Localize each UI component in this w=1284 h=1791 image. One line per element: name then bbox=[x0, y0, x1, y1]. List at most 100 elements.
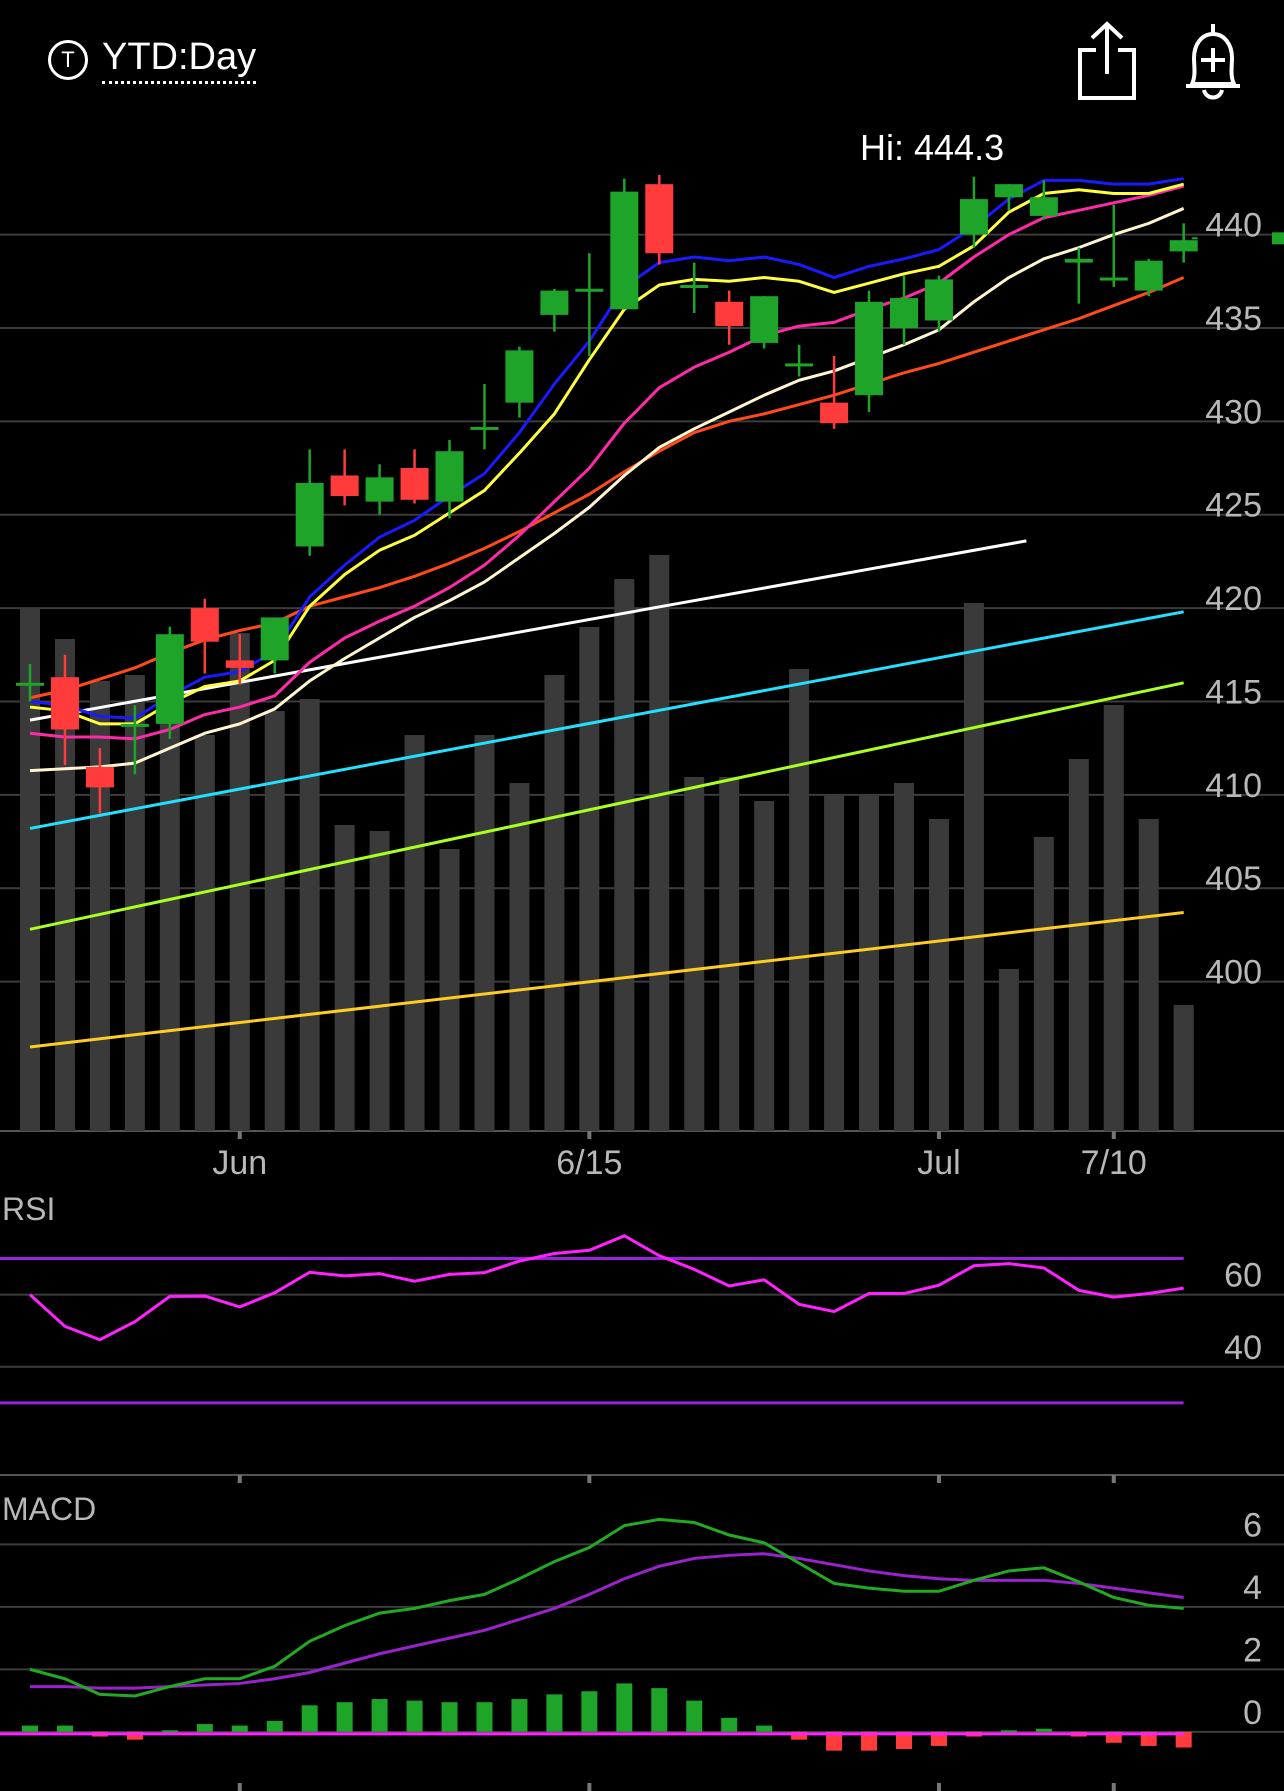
date-axis: Jun 6/15 Jul 7/10 bbox=[212, 1131, 1147, 1182]
volume-bar bbox=[474, 735, 495, 1131]
date-tick-label: 6/15 bbox=[556, 1144, 622, 1182]
candle-body bbox=[1169, 240, 1198, 252]
timeframe-icon: T bbox=[48, 40, 88, 80]
macd-histogram-bar bbox=[336, 1702, 353, 1732]
macd-signal-line bbox=[30, 1552, 1184, 1690]
macd-histogram-bar bbox=[1175, 1731, 1192, 1748]
macd-histogram-bar bbox=[651, 1688, 668, 1732]
macd-tick-label: 6 bbox=[1243, 1506, 1262, 1544]
macd-histogram-bar bbox=[511, 1699, 528, 1732]
add-alert-bell-icon[interactable] bbox=[1180, 20, 1246, 102]
candle-body bbox=[470, 426, 499, 430]
candle-body bbox=[330, 475, 359, 497]
candle-body bbox=[645, 184, 674, 254]
volume-bar bbox=[1138, 819, 1159, 1131]
volume-bar bbox=[894, 783, 914, 1131]
volume-bar bbox=[579, 627, 600, 1131]
volume-bar bbox=[124, 675, 145, 1131]
share-icon[interactable] bbox=[1074, 20, 1140, 102]
candle-body bbox=[890, 298, 918, 328]
macd-histogram-bar bbox=[1000, 1730, 1017, 1733]
macd-histogram-bar bbox=[126, 1731, 143, 1740]
macd-histogram-bar bbox=[1035, 1728, 1052, 1732]
volume-bar bbox=[824, 795, 845, 1131]
candle-body bbox=[365, 477, 394, 502]
ma-cyan-line bbox=[29, 610, 1184, 830]
candle-body bbox=[505, 350, 534, 403]
last-price-tag bbox=[1272, 232, 1284, 245]
candle-body bbox=[295, 482, 324, 547]
macd-histogram-bar bbox=[266, 1720, 283, 1732]
candle-body bbox=[1099, 277, 1128, 281]
macd-histogram-bar bbox=[756, 1725, 773, 1732]
ma-pink-line bbox=[29, 184, 1185, 741]
volume-bar bbox=[998, 969, 1019, 1131]
candle-body bbox=[85, 766, 114, 788]
candle-body bbox=[680, 285, 709, 289]
volume-bar bbox=[159, 723, 180, 1131]
macd-histogram-bar bbox=[196, 1724, 213, 1732]
range-selector[interactable]: T YTD:Day bbox=[48, 36, 257, 84]
volume-bar bbox=[369, 831, 390, 1131]
macd-histogram-bar bbox=[616, 1683, 633, 1732]
macd-histogram-bar bbox=[861, 1731, 878, 1751]
macd-histogram-bar bbox=[441, 1702, 458, 1732]
volume-bar bbox=[544, 675, 565, 1131]
header: T YTD:Day bbox=[0, 0, 1284, 120]
ma-orange-line bbox=[29, 276, 1185, 700]
candle-body bbox=[610, 191, 639, 310]
volume-bar bbox=[20, 609, 40, 1131]
moving-average-lines bbox=[29, 177, 1185, 1049]
rsi-title: RSI bbox=[2, 1191, 55, 1227]
volume-bar bbox=[229, 633, 250, 1131]
price-tick-label: 420 bbox=[1205, 580, 1262, 618]
volume-bar bbox=[859, 795, 880, 1131]
macd-histogram-bar bbox=[56, 1725, 73, 1732]
candle-body bbox=[820, 402, 849, 424]
ma-yellow-line bbox=[29, 182, 1185, 726]
macd-panel: 6 4 2 0 bbox=[0, 1506, 1284, 1791]
volume-bar bbox=[684, 777, 705, 1131]
candle-body bbox=[855, 301, 884, 396]
macd-histogram-bar bbox=[371, 1699, 388, 1732]
macd-title: MACD bbox=[2, 1491, 96, 1527]
candle-body bbox=[190, 608, 219, 642]
price-tick-label: 415 bbox=[1205, 673, 1262, 711]
candle-body bbox=[540, 290, 569, 315]
volume-bar bbox=[614, 579, 635, 1131]
volume-bar bbox=[928, 819, 949, 1131]
volume-bar bbox=[54, 639, 75, 1131]
volume-bars bbox=[20, 555, 1194, 1131]
volume-bar bbox=[264, 711, 285, 1131]
macd-tick-label: 4 bbox=[1243, 1569, 1262, 1607]
rsi-tick-label: 40 bbox=[1224, 1329, 1262, 1367]
macd-histogram-bar bbox=[22, 1725, 38, 1732]
date-tick-label: Jun bbox=[212, 1144, 267, 1182]
macd-histogram-bar bbox=[686, 1700, 703, 1732]
candle-body bbox=[575, 288, 604, 292]
candle-body bbox=[120, 723, 149, 727]
volume-bar bbox=[299, 699, 320, 1131]
ma-blue-line bbox=[29, 177, 1184, 720]
candlesticks bbox=[16, 174, 1198, 814]
candle-body bbox=[50, 677, 79, 730]
volume-bar bbox=[719, 777, 740, 1131]
date-tick-label: Jul bbox=[917, 1144, 960, 1182]
candle-body bbox=[435, 451, 464, 502]
rsi-line bbox=[28, 1234, 1184, 1342]
volume-bar bbox=[1068, 759, 1089, 1131]
ma-gold-line bbox=[29, 911, 1184, 1049]
price-tick-label: 425 bbox=[1205, 487, 1262, 525]
candle-body bbox=[1029, 197, 1058, 216]
macd-histogram-bar bbox=[1140, 1731, 1157, 1746]
macd-histogram-bar bbox=[826, 1731, 843, 1751]
volume-bar bbox=[1173, 1005, 1194, 1131]
macd-histogram-bar bbox=[721, 1717, 738, 1732]
high-label: Hi: 444.3 bbox=[860, 127, 1004, 168]
price-axis-labels: 440 435 430 425 420 415 410 405 400 bbox=[1205, 207, 1262, 992]
ma-lime-line bbox=[29, 681, 1184, 931]
macd-histogram-bar bbox=[930, 1731, 947, 1746]
ma-cream-line bbox=[29, 207, 1185, 773]
volume-bar bbox=[334, 825, 355, 1131]
